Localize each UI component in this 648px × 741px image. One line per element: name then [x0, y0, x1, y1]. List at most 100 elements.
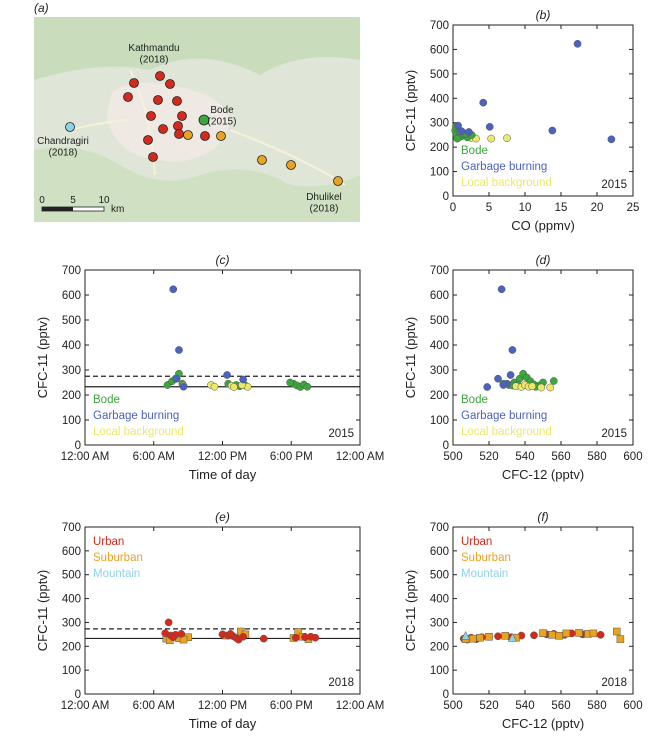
x-tick-label: 12:00 AM	[336, 700, 385, 712]
suburban-point	[613, 627, 621, 636]
local-point	[503, 134, 511, 142]
legend-entry-mountain: Mountain	[93, 568, 140, 580]
x-tick-label: 540	[515, 451, 534, 463]
y-tick-label: 100	[430, 415, 449, 427]
y-tick-label: 500	[62, 315, 81, 327]
x-tick-label: 12:00 AM	[336, 451, 385, 463]
y-tick-label: 200	[430, 390, 449, 402]
scale-tick-0: 0	[39, 195, 45, 206]
urban-point	[596, 630, 605, 639]
y-axis-label: CFC-11 (pptv)	[403, 570, 418, 651]
map-sites	[65, 71, 343, 186]
y-tick-label: 500	[62, 570, 81, 582]
chart-panel-b: 0 100 200 300 400 500 600 700 0 5 10 15 20 25 CO (ppmv…	[403, 8, 639, 233]
garbage-point	[494, 374, 502, 383]
x-tick-label: 20	[591, 202, 604, 214]
bode-point	[286, 378, 294, 387]
map-terrain-north	[34, 17, 360, 80]
suburban-site-marker	[216, 131, 226, 141]
scale-tick-5: 5	[70, 195, 76, 206]
garbage-point	[179, 382, 188, 391]
y-tick-label: 100	[62, 665, 81, 677]
legend-entry-bode: Bode	[461, 394, 488, 406]
chart-panel-c: 0 100 200 300 400 500 600 700 12:00 AM 6:00 AM 12:…	[35, 253, 384, 482]
y-tick-label: 400	[430, 340, 449, 352]
urban-site-marker	[177, 111, 187, 121]
chart-panel-f: 0 100 200 300 400 500 600 700 500 520 540 560 580 600…	[403, 510, 643, 731]
y-tick-label: 600	[62, 546, 81, 558]
y-tick-label: 200	[430, 142, 449, 154]
legend-entry-suburban: Suburban	[93, 552, 143, 564]
chart-panel-d: 0 100 200 300 400 500 600 700 500 520 540 560 580 600…	[403, 253, 643, 482]
panel-label: (e)	[215, 510, 230, 524]
y-tick-label: 200	[62, 641, 81, 653]
legend-entry-mountain: Mountain	[461, 568, 508, 580]
y-tick-label: 0	[443, 440, 449, 452]
y-tick-label: 400	[62, 594, 81, 606]
y-tick-label: 600	[62, 290, 81, 302]
year-label: 2018	[601, 677, 627, 689]
y-axis-label: CFC-11 (pptv)	[403, 317, 418, 398]
x-tick-label: 600	[623, 700, 642, 712]
garbage-point	[573, 39, 582, 48]
suburban-point	[469, 634, 477, 643]
x-axis-label: CFC-12 (pptv)	[502, 467, 584, 482]
x-tick-label: 12:00 PM	[198, 451, 247, 463]
y-tick-label: 500	[430, 69, 449, 81]
y-tick-label: 300	[62, 365, 81, 377]
y-tick-label: 600	[430, 44, 449, 56]
urban-point	[530, 631, 538, 640]
urban-site-marker	[165, 79, 175, 89]
x-tick-label: 6:00 AM	[133, 700, 175, 712]
x-tick-label: 580	[587, 700, 606, 712]
mountain-point	[461, 630, 471, 640]
suburban-point	[485, 632, 493, 641]
y-tick-label: 300	[62, 617, 81, 629]
suburban-point	[562, 629, 571, 638]
urban-site-marker	[200, 131, 210, 141]
urban-point	[177, 630, 186, 638]
garbage-point	[464, 128, 473, 136]
suburban-site-marker	[286, 160, 296, 170]
y-tick-label: 700	[430, 522, 449, 534]
urban-site-marker	[148, 152, 158, 162]
urban-point	[494, 632, 502, 641]
year-label: 2015	[328, 428, 354, 440]
urban-site-marker	[123, 92, 133, 102]
local-point	[230, 383, 238, 391]
garbage-point	[479, 98, 488, 107]
mountain-site-marker	[65, 122, 75, 132]
x-tick-label: 12:00 PM	[198, 700, 247, 712]
x-tick-label: 12:00 AM	[61, 700, 110, 712]
x-tick-label: 15	[555, 202, 568, 214]
x-tick-label: 25	[627, 202, 640, 214]
legend-entry-garbage: Garbage burning	[461, 410, 547, 422]
map-urban-area	[107, 82, 229, 162]
y-axis-label: CFC-11 (pptv)	[35, 570, 50, 651]
x-axis-label: CO (ppmv)	[511, 218, 575, 233]
urban-site-marker	[158, 124, 168, 134]
x-tick-label: 6:00 AM	[133, 451, 175, 463]
urban-site-marker	[143, 135, 153, 145]
map-label-kathmandu: Kathmandu (2018)	[128, 43, 179, 66]
panel-label-a: (a)	[34, 1, 49, 15]
legend-entry-bode: Bode	[461, 145, 488, 157]
x-tick-label: 6:00 PM	[270, 700, 313, 712]
y-tick-label: 300	[430, 617, 449, 629]
urban-site-marker	[155, 71, 165, 81]
urban-point	[164, 618, 173, 627]
x-tick-label: 10	[519, 202, 532, 214]
bode-site-marker	[198, 114, 210, 126]
suburban-point	[548, 631, 556, 639]
legend-entry-urban: Urban	[93, 536, 124, 548]
y-tick-label: 700	[430, 20, 449, 32]
legend-entry-garbage: Garbage burning	[93, 410, 179, 422]
urban-point	[169, 633, 178, 642]
y-tick-label: 700	[62, 522, 81, 534]
suburban-point	[501, 632, 509, 640]
garbage-point	[175, 346, 183, 354]
mountain-point	[507, 632, 517, 642]
suburban-point	[589, 629, 598, 638]
x-tick-label: 520	[479, 700, 498, 712]
